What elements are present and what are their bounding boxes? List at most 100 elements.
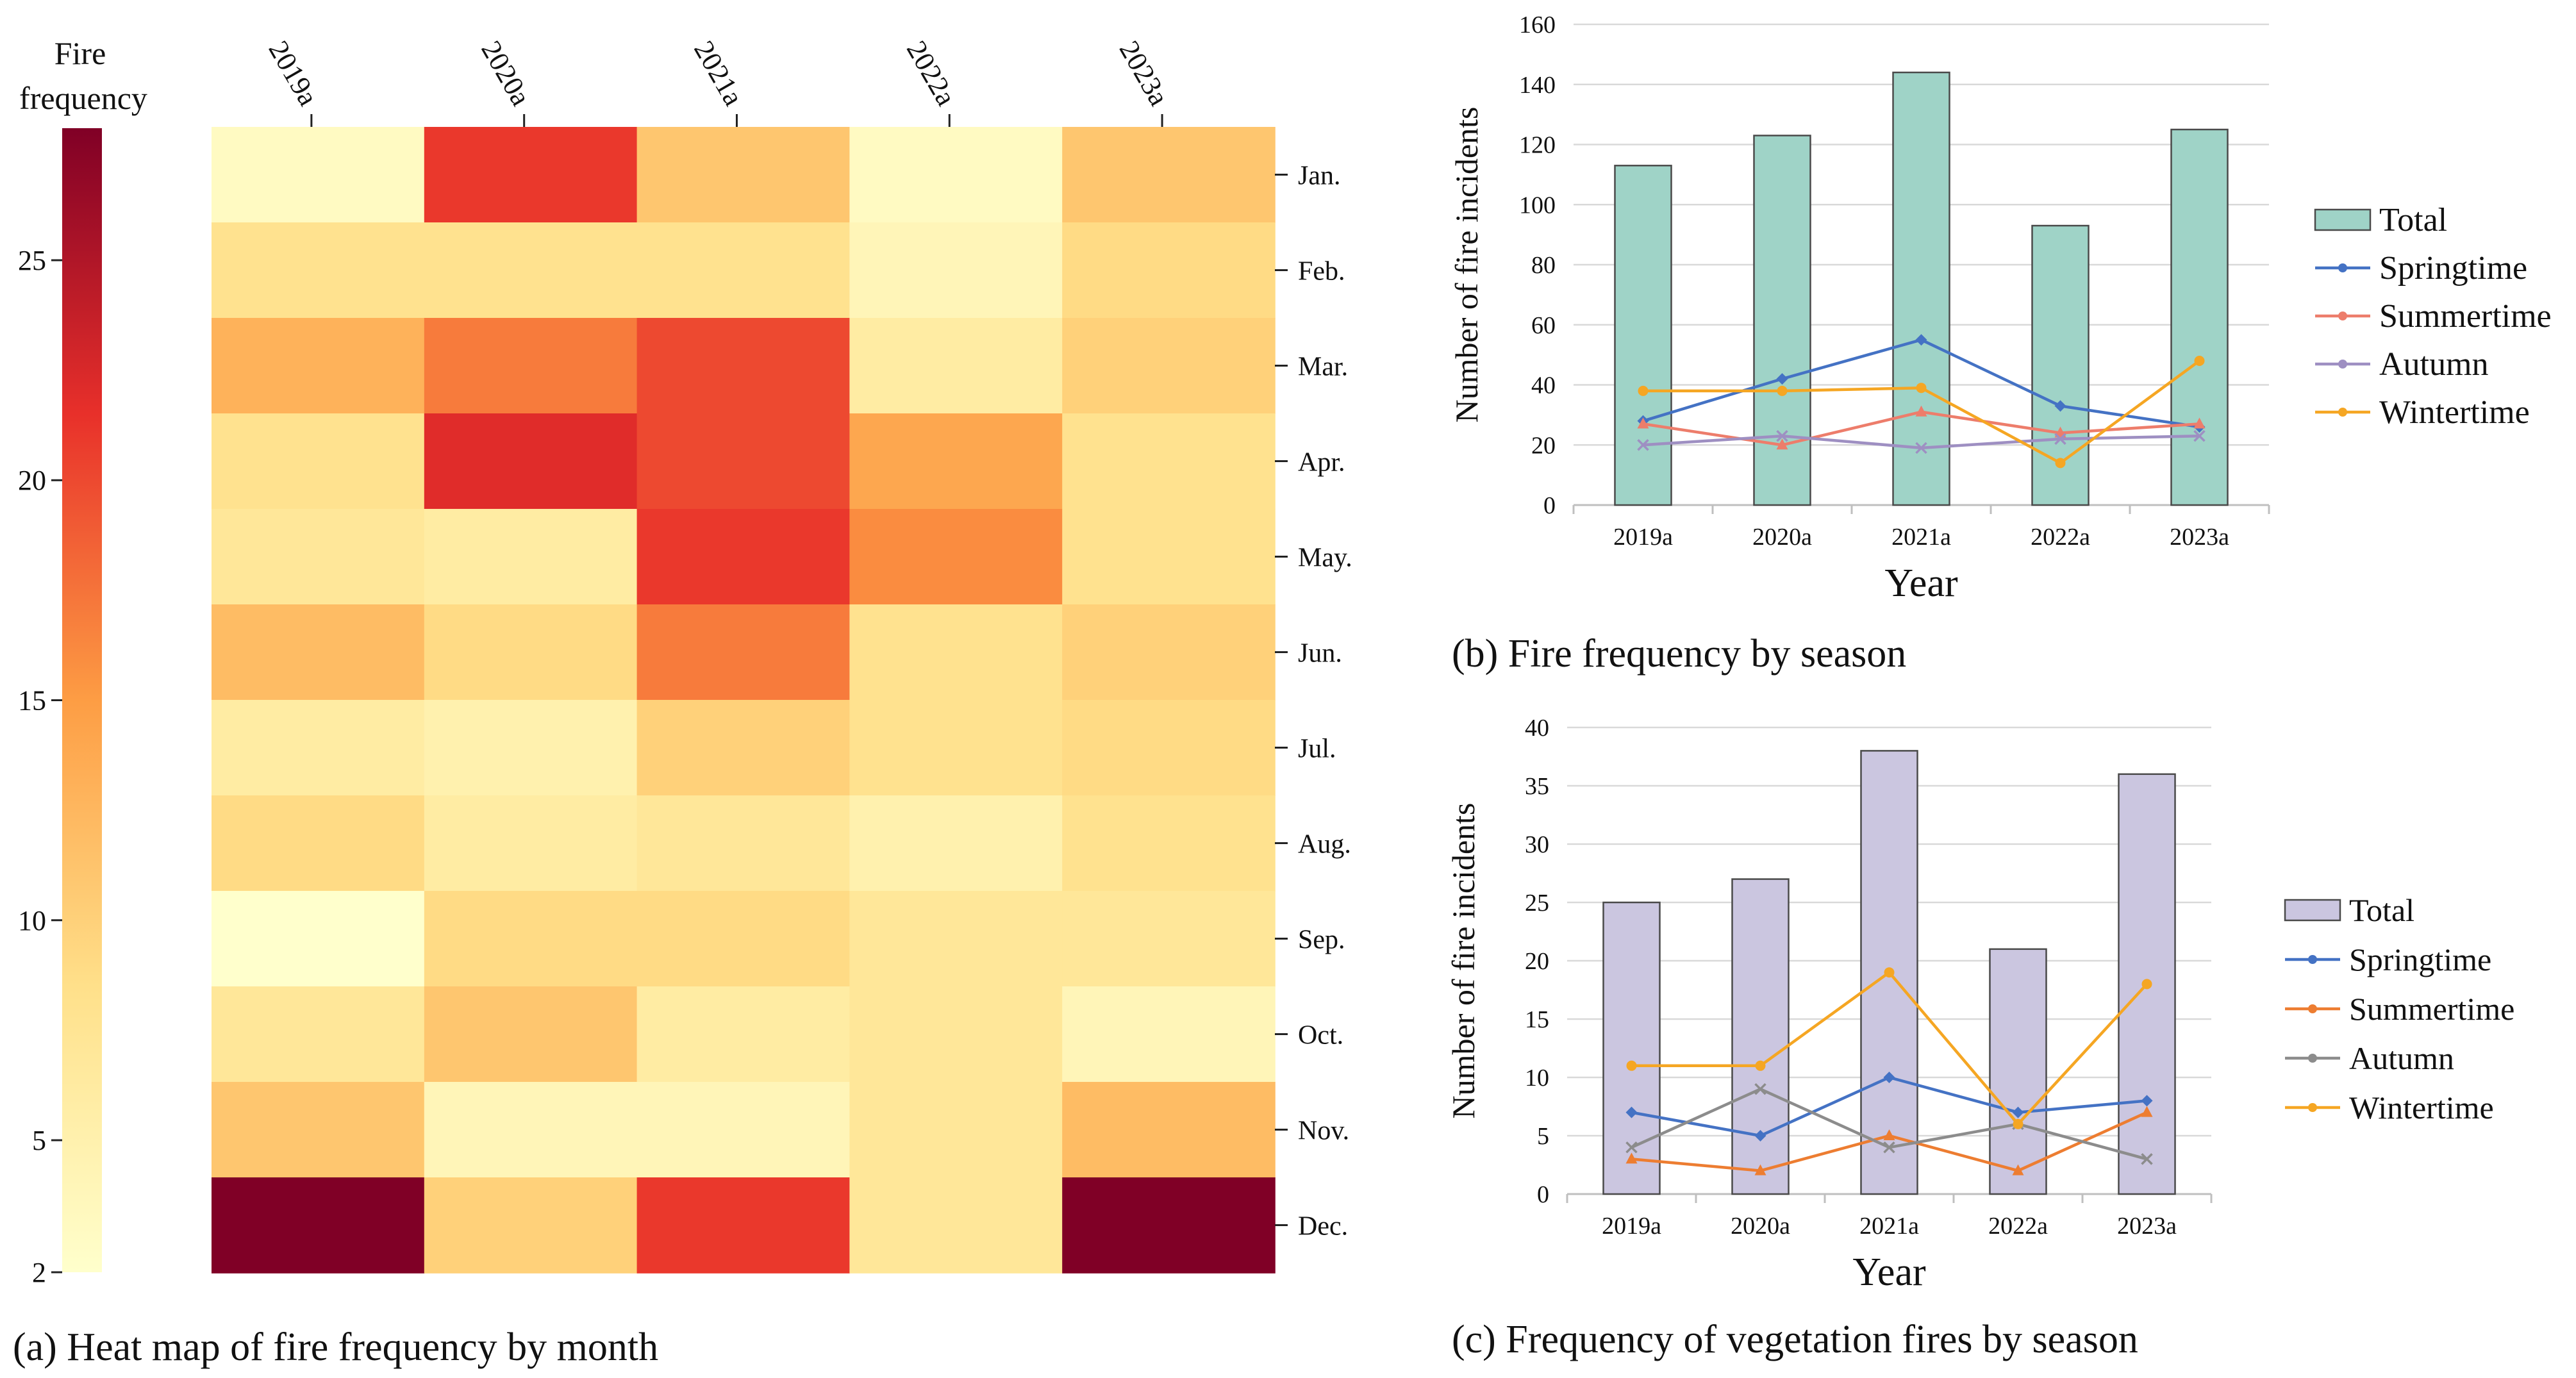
x-tick-label: 2022a	[1988, 1213, 2048, 1240]
heatmap-cell	[849, 222, 1063, 319]
heatmap-cell	[849, 604, 1063, 701]
point-summertime	[2012, 1164, 2024, 1175]
y-tick-label: 30	[1525, 831, 1549, 858]
heatmap-cell	[1062, 700, 1276, 796]
point-springtime	[2141, 1095, 2153, 1107]
point-summertime	[1625, 1152, 1638, 1164]
heatmap-cell	[424, 795, 638, 892]
heatmap-cell	[212, 127, 425, 223]
heatmap-cell	[424, 1177, 638, 1274]
point-autumn	[2193, 429, 2206, 442]
heatmap-y-label: Nov.	[1298, 1117, 1349, 1146]
heatmap-cell	[849, 891, 1063, 987]
x-tick-label: 2023a	[2117, 1213, 2177, 1240]
heatmap-cell	[424, 127, 638, 223]
heatmap-x-label: 2021a	[688, 35, 749, 111]
legend-label-wintertime: Wintertime	[2349, 1090, 2494, 1125]
heatmap-cell	[849, 986, 1063, 1083]
season-chart-caption: (b) Fire frequency by season	[1452, 632, 1906, 676]
heatmap-cell	[636, 1177, 851, 1274]
x-tick-label: 2023a	[2170, 524, 2229, 551]
y-tick-label: 60	[1531, 312, 1556, 339]
legend-label-autumn: Autumn	[2379, 346, 2488, 383]
point-springtime	[2054, 400, 2066, 412]
heatmap-cell	[212, 222, 425, 319]
point-wintertime	[1916, 383, 1927, 394]
point-wintertime	[1638, 385, 1649, 396]
y-tick-label: 35	[1525, 773, 1549, 800]
legend-label-autumn: Autumn	[2349, 1040, 2454, 1076]
point-wintertime	[2055, 458, 2066, 469]
bar-total	[1989, 948, 2047, 1195]
bar-total	[1892, 71, 1950, 506]
heatmap-cell	[424, 1082, 638, 1178]
heatmap-cell	[424, 891, 638, 987]
legend-marker-autumn	[2308, 1054, 2317, 1063]
point-summertime	[1776, 438, 1788, 450]
heatmap-cell	[636, 222, 851, 319]
heatmap-grid	[212, 127, 1276, 1274]
point-wintertime	[1884, 967, 1895, 978]
heatmap-x-axis: 2019a 2020a 2021a 2022a 2023a	[262, 35, 1175, 127]
heatmap-cell	[1062, 413, 1276, 510]
heatmap-cell	[849, 1177, 1063, 1274]
y-tick-label: 10	[1525, 1065, 1549, 1092]
legend-marker-summertime	[2308, 1004, 2317, 1013]
y-tick-label: 100	[1519, 192, 1556, 219]
heatmap-cell	[636, 700, 851, 796]
heatmap-cell	[636, 509, 851, 605]
heatmap-cell	[212, 891, 425, 987]
legend-marker-wintertime	[2308, 1103, 2317, 1112]
heatmap-cell	[1062, 1177, 1276, 1274]
heatmap-cell	[1062, 509, 1276, 605]
x-axis-title: Year	[1884, 561, 1958, 605]
heatmap-cell	[424, 222, 638, 319]
heatmap-cell	[212, 1082, 425, 1178]
heatmap-cell	[424, 604, 638, 701]
legend-marker-wintertime	[2338, 408, 2347, 417]
heatmap-y-label: Jun.	[1298, 639, 1342, 668]
point-wintertime	[1626, 1060, 1637, 1071]
vegetation-chart: (c) Frequency of vegetation fires by sea…	[1445, 715, 2514, 1361]
heatmap-cell	[424, 986, 638, 1083]
heatmap-cell	[1062, 891, 1276, 987]
x-tick-label: 2019a	[1602, 1213, 1661, 1240]
y-tick-label: 80	[1531, 252, 1556, 279]
legend-label-springtime: Springtime	[2379, 250, 2527, 286]
y-tick-label: 25	[1525, 890, 1549, 917]
bar-total	[2170, 128, 2229, 506]
legend-marker-springtime	[2338, 263, 2347, 272]
heatmap-cell	[212, 795, 425, 892]
heatmap-cell	[636, 413, 851, 510]
season-chart: (b) Fire frequency by season 0 20 40 60 80 10…	[1449, 12, 2552, 676]
heatmap-cell	[849, 127, 1063, 223]
y-tick-label: 140	[1519, 72, 1556, 99]
point-wintertime	[1755, 1060, 1766, 1071]
point-springtime	[1754, 1130, 1766, 1141]
heatmap-caption: (a) Heat map of fire frequency by month	[13, 1325, 658, 1369]
heatmap-cell	[212, 986, 425, 1083]
y-tick-label: 120	[1519, 132, 1556, 159]
point-summertime	[1754, 1164, 1766, 1175]
y-axis-title: Number of fire incidents	[1445, 803, 1481, 1119]
colorbar	[62, 128, 102, 1272]
heatmap-cell	[1062, 986, 1276, 1083]
y-tick-label: 40	[1531, 372, 1556, 399]
heatmap-y-label: Feb.	[1298, 257, 1345, 286]
point-springtime	[1776, 373, 1788, 385]
heatmap-y-label: Jan.	[1298, 162, 1341, 191]
heatmap-cell	[636, 318, 851, 414]
heatmap-x-label: 2022a	[901, 35, 962, 111]
colorbar-tick-label: 15	[18, 685, 46, 717]
y-tick-label: 0	[1537, 1181, 1549, 1208]
point-autumn	[1883, 1141, 1895, 1154]
y-tick-label: 0	[1543, 492, 1556, 519]
point-wintertime	[2013, 1118, 2023, 1129]
bar-total	[1602, 901, 1661, 1195]
heatmap-cell	[636, 891, 851, 987]
x-tick-label: 2021a	[1891, 524, 1951, 551]
legend-marker-summertime	[2338, 311, 2347, 320]
heatmap-cell	[424, 413, 638, 510]
